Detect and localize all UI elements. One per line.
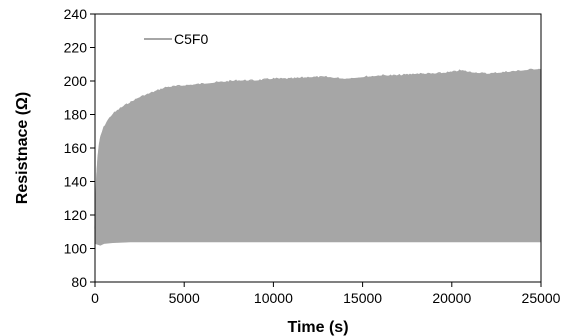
y-tick-label: 180 <box>64 107 88 123</box>
x-tick-label: 15000 <box>343 290 382 306</box>
legend: C5F0 <box>144 31 208 47</box>
x-tick-label: 25000 <box>522 290 561 306</box>
series-upper-edge-c5f0 <box>94 68 541 229</box>
x-tick-label: 10000 <box>254 290 293 306</box>
y-tick-label: 160 <box>64 140 88 156</box>
y-tick-label: 140 <box>64 174 88 190</box>
x-tick-label: 5000 <box>169 290 200 306</box>
y-tick-label: 240 <box>64 6 88 22</box>
tick-labels: 80 100 120 140 160 180 200 220 240 0 5000 10000 1500… <box>64 6 561 306</box>
plot-area <box>94 68 542 246</box>
y-tick-label: 80 <box>71 274 87 290</box>
y-tick-label: 100 <box>64 241 88 257</box>
series-band-c5f0 <box>94 68 542 246</box>
x-tick-label: 20000 <box>432 290 471 306</box>
y-tick-label: 220 <box>64 40 88 56</box>
axes <box>90 13 542 287</box>
x-tick-label: 0 <box>91 290 99 306</box>
y-tick-label: 120 <box>64 207 88 223</box>
y-tick-label: 200 <box>64 73 88 89</box>
x-axis-title: Time (s) <box>287 319 348 336</box>
y-axis-title: Resistnace (Ω) <box>14 92 31 204</box>
legend-label-c5f0: C5F0 <box>174 31 208 47</box>
